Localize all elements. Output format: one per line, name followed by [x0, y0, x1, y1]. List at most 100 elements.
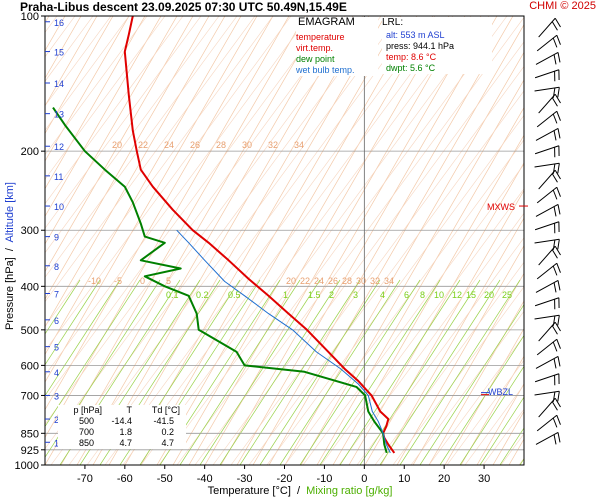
dry-adiabat-line: [412, 272, 524, 465]
wind-barb-flag: [558, 297, 560, 308]
moist-adiabat-line: [45, 16, 166, 180]
wind-barb: [535, 355, 561, 369]
moist-adiabat-line: [45, 16, 112, 107]
wind-barb-flag: [554, 169, 561, 180]
moist-adiabat-line: [591, 16, 600, 465]
lrl-title: LRL:: [382, 17, 404, 28]
summary-cell: 4.7: [161, 438, 174, 448]
lrl-temp: temp: 8.6 °C: [386, 52, 437, 62]
adiabat-label: 24: [314, 276, 324, 286]
moist-adiabat-line: [392, 286, 524, 465]
legend-item-dew-point: dew point: [296, 54, 335, 64]
y-tick-label: 500: [21, 325, 39, 337]
mixing-ratio-label: 1.5: [308, 290, 321, 300]
altitude-tick-label: 13: [54, 110, 64, 120]
mixing-ratio-label: 0.1: [166, 290, 179, 300]
moist-adiabat-line: [45, 16, 346, 425]
wind-barb-flag: [554, 375, 556, 386]
summary-cell: 850: [78, 438, 94, 448]
dry-adiabat-line: [268, 23, 524, 465]
mixing-ratio-line: [319, 279, 441, 465]
wind-barb: [534, 145, 560, 158]
mixing-ratio-line: [239, 279, 361, 465]
dry-adiabat-line: [108, 16, 370, 465]
wind-barb: [534, 162, 560, 174]
moist-adiabat-line: [122, 16, 454, 465]
dry-adiabat-line: [348, 162, 524, 465]
altitude-tick-label: 15: [54, 48, 64, 58]
wind-barbs: [534, 17, 561, 445]
y-tick-label: 100: [21, 11, 39, 23]
mixing-ratio-line: [379, 279, 501, 465]
wind-barb-flag: [554, 223, 556, 234]
mixing-ratio-line: [299, 279, 421, 465]
wind-barb-flag: [551, 97, 558, 107]
wind-barb-staff: [534, 145, 560, 155]
wind-barb-flag: [551, 21, 558, 31]
dry-adiabat-line: [45, 16, 242, 356]
adiabat-label: 34: [384, 276, 394, 286]
wind-barb: [536, 110, 561, 128]
mixing-ratio-line: [399, 279, 521, 465]
mixing-ratio-line: [219, 279, 341, 465]
moist-adiabat-line: [446, 359, 524, 465]
legend-item-virt-temp: virt.temp.: [296, 43, 334, 53]
summary-header-t: T: [126, 405, 133, 415]
wind-barb-flag: [554, 299, 556, 310]
wind-barb-flag: [552, 341, 558, 352]
series-line-temperature: [123, 16, 396, 454]
dry-adiabat-line: [45, 16, 258, 383]
wind-barb-flag: [557, 52, 561, 63]
x-tick-label: -10: [316, 473, 332, 485]
wind-barb-flag: [551, 401, 558, 411]
wind-barb-flag: [557, 239, 560, 250]
wind-barb-flag: [553, 206, 557, 217]
mixing-ratio-label: 2: [329, 290, 334, 300]
moist-adiabat-line: [537, 16, 600, 465]
moist-adiabat-line: [45, 16, 256, 303]
altitude-tick-label: 12: [54, 142, 64, 152]
dry-adiabat-line: [525, 16, 600, 465]
x-tick-label: -40: [197, 473, 213, 485]
x-axis-label-temperature: Temperature [°C]: [207, 485, 291, 497]
x-axis-label: Temperature [°C] / Mixing ratio [g/kg]: [0, 485, 600, 497]
x-axis-separator: /: [293, 485, 304, 497]
wind-barb-flag: [557, 280, 561, 291]
altitude-tick-label: 9: [54, 233, 59, 243]
moist-adiabat-line: [482, 408, 524, 465]
moist-adiabat-line: [248, 90, 524, 465]
mixing-ratio-line: [499, 427, 524, 465]
moist-adiabat-line: [45, 16, 310, 376]
adiabat-label: 34: [294, 140, 304, 150]
wind-barb-flag: [556, 415, 561, 425]
series-layer: [52, 16, 396, 454]
x-axis-label-mixing-ratio: Mixing ratio [g/kg]: [306, 485, 393, 497]
moist-adiabat-line: [194, 16, 524, 465]
series-line-wet-bulb-temp-: [176, 229, 391, 454]
wbzl-label: WBZL: [488, 387, 514, 397]
moist-adiabat-line: [45, 16, 328, 401]
mixing-ratio-line: [259, 279, 381, 465]
dry-adiabat-line: [172, 16, 434, 465]
moist-adiabat-line: [45, 16, 220, 254]
wind-barb: [536, 414, 561, 432]
wind-barb-flag: [552, 189, 558, 200]
moist-adiabat-line: [266, 114, 524, 465]
wind-barb-flag: [557, 87, 560, 98]
moist-adiabat-line: [0, 16, 3, 465]
wind-barb: [534, 373, 560, 386]
wind-barb-flag: [554, 245, 561, 256]
mixing-ratio-line: [459, 365, 524, 465]
wind-barb-flag: [554, 17, 561, 28]
mixing-ratio-label: 0.5: [228, 290, 241, 300]
wind-barb-flag: [554, 93, 561, 104]
moist-adiabat-line: [45, 16, 238, 278]
dry-adiabat-line: [476, 383, 524, 465]
wind-barb-flag: [553, 282, 557, 293]
wind-barb-flag: [556, 263, 561, 273]
moist-adiabat-line: [104, 16, 436, 465]
adiabat-label: -5: [114, 276, 122, 286]
wind-barb-staff: [534, 297, 560, 307]
moist-adiabat-line: [338, 212, 524, 465]
mixing-ratio-label: 3: [353, 290, 358, 300]
